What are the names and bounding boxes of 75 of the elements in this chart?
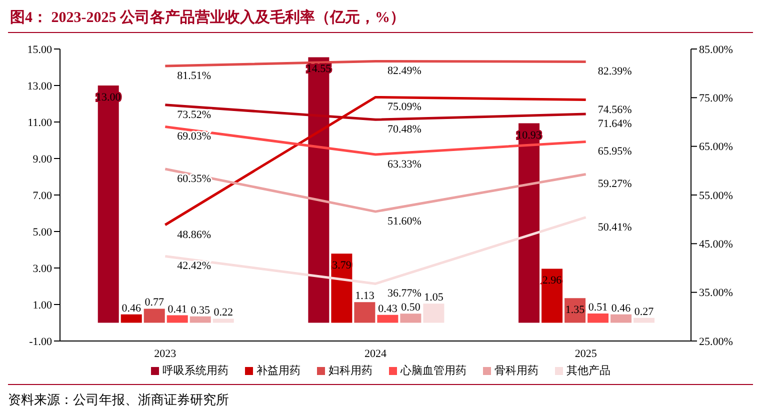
data-label: 0.46: [122, 302, 142, 314]
data-label: 50.41%: [598, 221, 632, 234]
data-label: 63.33%: [388, 158, 422, 170]
y-tick-label: 5.00: [32, 226, 52, 238]
data-label: 0.43: [378, 302, 398, 315]
data-label: 59.27%: [598, 178, 632, 190]
bar: [212, 318, 234, 323]
data-label: 0.27: [634, 306, 654, 318]
data-label: 0.77: [144, 296, 164, 309]
x-tick-label: 2023: [154, 348, 177, 360]
bar: [377, 314, 398, 323]
data-label: 69.03%: [177, 130, 212, 143]
data-label: 48.86%: [177, 228, 212, 241]
data-label: 1.35: [565, 304, 586, 316]
y2-tick-label: 65.00%: [699, 141, 733, 154]
y-tick-label: 11.00: [28, 116, 52, 129]
y-tick-label: 9.00: [32, 153, 52, 166]
bar: [190, 316, 211, 323]
data-label: 65.95%: [598, 146, 632, 158]
bar: [98, 86, 119, 323]
data-label: 60.35%: [177, 172, 212, 185]
legend-label: 骨科用药: [494, 364, 538, 378]
data-label: 42.42%: [177, 260, 212, 272]
bar: [166, 315, 188, 323]
y2-tick-label: 25.00%: [699, 336, 733, 348]
y-tick-label: -1.00: [29, 336, 52, 348]
data-label: 2.96: [542, 274, 562, 287]
bar: [610, 314, 632, 323]
bar: [144, 308, 165, 323]
data-label: 0.35: [190, 304, 210, 316]
data-label: 75.09%: [388, 101, 422, 114]
text: 资料来源：公司年报、浙商证券研究所: [8, 391, 230, 409]
data-label: 73.52%: [177, 108, 212, 121]
x-tick-label: 2024: [364, 348, 387, 360]
data-label: 0.46: [611, 302, 632, 314]
legend-label: 妇科用药: [328, 364, 372, 378]
bar: [423, 304, 444, 323]
y2-tick-label: 35.00%: [699, 287, 733, 300]
bar: [120, 314, 142, 323]
legend-label: 心脑血管用药: [399, 364, 466, 378]
bar: [308, 57, 330, 323]
chart-title: 图4： 2023-2025 公司各产品营业收入及毛利率（亿元，%）: [8, 8, 753, 33]
legend-label: 呼吸系统用药: [162, 364, 228, 378]
y-tick-label: 13.00: [27, 80, 52, 92]
data-label: 82.39%: [598, 66, 632, 78]
bar: [518, 123, 540, 323]
data-label: 51.60%: [388, 216, 422, 228]
y2-tick-label: 55.00%: [699, 190, 733, 202]
y-tick-label: 7.00: [32, 190, 52, 202]
y-tick-label: 1.00: [32, 299, 52, 312]
y2-tick-label: 45.00%: [699, 238, 733, 251]
data-label: 0.41: [168, 303, 187, 316]
data-label: 81.51%: [177, 70, 212, 82]
data-label: 1.13: [355, 290, 375, 302]
data-label: 0.22: [214, 306, 233, 319]
data-label: 70.48%: [388, 124, 422, 136]
data-label: 82.49%: [388, 65, 422, 78]
y2-tick-label: 85.00%: [699, 44, 733, 56]
x-tick-label: 2025: [574, 348, 598, 360]
bar: [634, 318, 655, 323]
legend-label: 其他产品: [566, 364, 610, 378]
data-label: 74.56%: [598, 104, 632, 116]
bar: [400, 314, 422, 323]
y-tick-label: 15.00: [27, 44, 52, 56]
data-label: 3.79: [332, 260, 352, 272]
bar: [588, 313, 609, 323]
legend-label: 补益用药: [256, 364, 300, 378]
y2-tick-label: 75.00%: [699, 92, 733, 105]
y-tick-label: 3.00: [32, 262, 52, 275]
data-label: 71.64%: [598, 118, 632, 130]
data-label: 1.05: [424, 292, 444, 304]
data-label: 0.50: [401, 302, 421, 314]
bar: [354, 302, 376, 323]
data-label: 36.77%: [388, 288, 422, 300]
data-label: 0.51: [588, 301, 608, 314]
